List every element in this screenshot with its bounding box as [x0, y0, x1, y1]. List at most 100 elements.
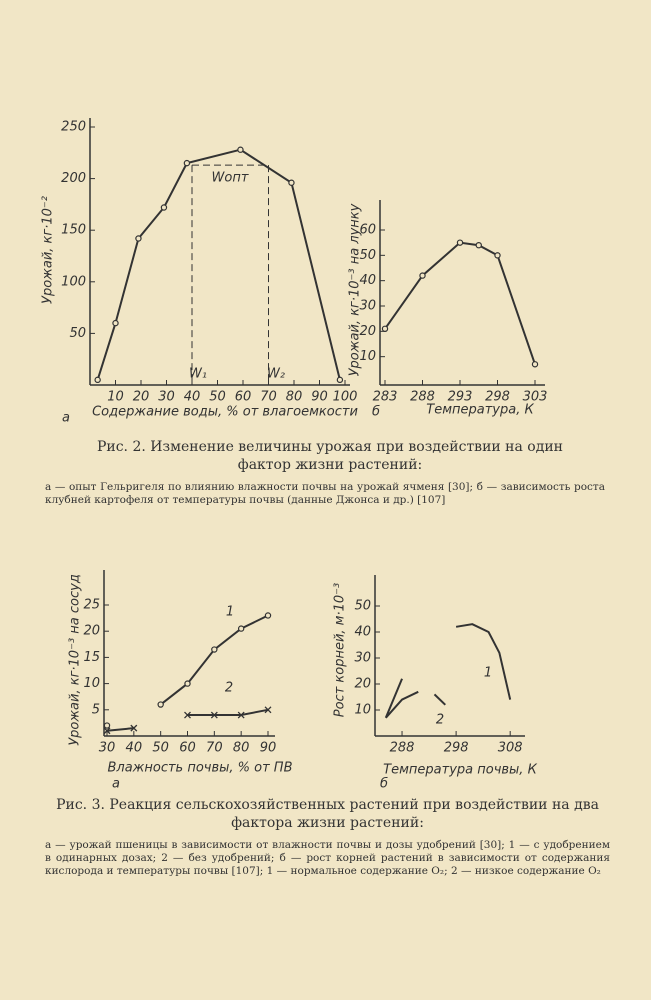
point	[237, 146, 244, 153]
x-tick-label: 100	[333, 390, 358, 405]
x-tick-label: 308	[498, 741, 523, 756]
y-tick-label: 50	[354, 599, 371, 614]
point	[381, 325, 389, 332]
point	[336, 376, 344, 384]
x-tick-label: 70	[206, 741, 223, 756]
series-label: 2	[225, 681, 233, 696]
x-tick-label: 293	[448, 390, 473, 405]
x-tick-label: 30	[99, 741, 116, 756]
point	[264, 612, 272, 619]
point	[475, 241, 482, 249]
x-tick-label: 60	[235, 390, 252, 405]
y-tick-label: 150	[61, 223, 86, 238]
series-label: 1	[226, 605, 234, 620]
y-tick-label: 40	[354, 625, 371, 640]
panel-letter: а	[62, 411, 70, 426]
x-tick-label: 288	[390, 741, 415, 756]
x-tick-label: 298	[444, 741, 469, 756]
point	[160, 204, 168, 211]
x-tick-label: 288	[410, 390, 435, 405]
y-tick-label: 50	[359, 248, 376, 263]
point	[494, 252, 501, 259]
point	[237, 625, 245, 632]
series-line	[160, 614, 269, 706]
x-tick-label: 298	[485, 390, 510, 405]
x-tick-label: 283	[373, 390, 398, 405]
point	[211, 646, 218, 653]
y-tick-label: 15	[83, 650, 100, 665]
annotation: W₂	[267, 367, 285, 382]
x-tick-label: 10	[107, 390, 124, 405]
panel-letter: б	[372, 405, 380, 420]
y-tick-label: 60	[359, 223, 376, 238]
series-line	[433, 693, 446, 706]
y-tick-label: 200	[61, 171, 86, 186]
series-line	[187, 708, 269, 717]
series-line	[384, 241, 536, 365]
point	[103, 722, 111, 729]
series-line	[96, 148, 341, 381]
y-tick-label: 100	[61, 274, 86, 289]
point	[135, 235, 142, 242]
point	[130, 724, 138, 732]
x-axis-label: Температура почвы, К	[383, 763, 537, 778]
series-line	[385, 690, 419, 719]
x-tick-label: 30	[158, 390, 175, 405]
point	[210, 711, 218, 719]
y-axis-label: Урожай, кг·10⁻²	[41, 196, 56, 304]
x-tick-label: 40	[184, 390, 201, 405]
point	[456, 239, 464, 246]
x-axis-label: Температура, К	[426, 403, 534, 418]
series-label: 2	[436, 713, 444, 728]
y-tick-label: 25	[83, 598, 100, 613]
annotation: W₁	[189, 367, 207, 382]
y-tick-label: 10	[83, 676, 100, 691]
point	[183, 159, 191, 167]
point	[112, 319, 119, 327]
x-tick-label: 60	[179, 741, 196, 756]
caption: Рис. 2. Изменение величины урожая при во…	[96, 439, 564, 473]
x-tick-label: 303	[523, 390, 548, 405]
y-tick-label: 10	[354, 703, 371, 718]
panel-letter: а	[112, 777, 120, 792]
y-tick-label: 20	[359, 324, 376, 339]
x-tick-label: 80	[286, 390, 303, 405]
y-axis-label: Урожай, кг·10⁻³ на лунку	[348, 203, 363, 376]
y-tick-label: 5	[92, 702, 100, 717]
point	[157, 701, 164, 708]
y-tick-label: 10	[359, 349, 376, 364]
caption-note: а — урожай пшеницы в зависимости от влаж…	[45, 839, 610, 877]
x-tick-label: 40	[126, 741, 143, 756]
x-tick-label: 90	[260, 741, 277, 756]
x-tick-label: 20	[133, 390, 150, 405]
point	[419, 272, 426, 279]
x-tick-label: 50	[209, 390, 226, 405]
x-tick-label: 50	[152, 741, 169, 756]
point	[94, 376, 101, 384]
point	[103, 727, 111, 735]
point	[264, 706, 272, 714]
point	[184, 680, 191, 687]
point	[288, 179, 295, 186]
x-tick-label: 90	[311, 390, 328, 405]
point	[184, 711, 191, 719]
y-tick-label: 30	[359, 299, 376, 314]
x-tick-label: 70	[260, 390, 277, 405]
caption: Рис. 3. Реакция сельскохозяйственных рас…	[56, 797, 599, 831]
series-label: 1	[484, 666, 492, 681]
y-axis-label: Урожай, кг·10⁻³ на сосуд	[68, 574, 83, 746]
y-tick-label: 250	[61, 120, 86, 135]
x-tick-label: 80	[233, 741, 250, 756]
series-line	[384, 678, 403, 719]
y-tick-label: 20	[354, 677, 371, 692]
y-tick-label: 40	[359, 273, 376, 288]
y-axis-label: Рост корней, м·10⁻³	[333, 583, 348, 717]
y-tick-label: 50	[69, 326, 86, 341]
x-axis-label: Влажность почвы, % от ПВ	[107, 761, 292, 776]
annotation: Wопт	[212, 171, 249, 186]
series-line	[106, 727, 134, 732]
point	[237, 711, 245, 719]
panel-letter: б	[380, 777, 388, 792]
